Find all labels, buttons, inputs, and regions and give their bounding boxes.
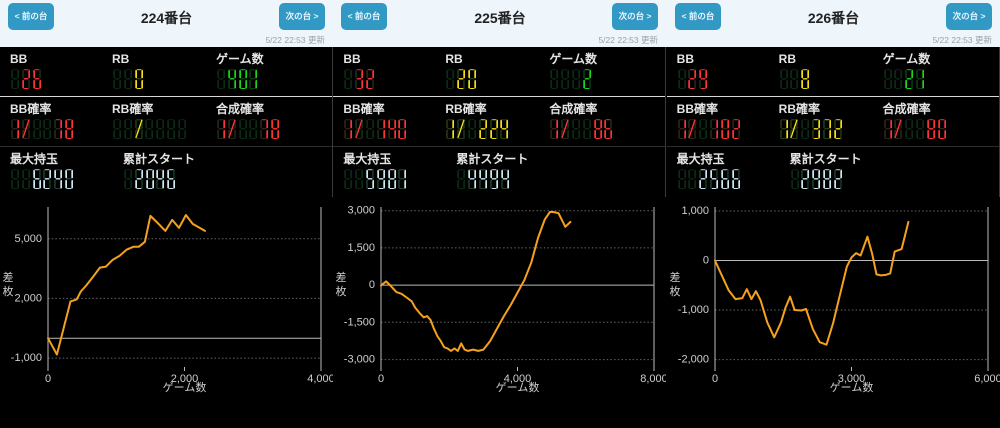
svg-text:-1,500: -1,500: [344, 316, 375, 328]
svg-text:枚: 枚: [3, 284, 14, 298]
svg-text:差: 差: [3, 270, 14, 284]
svg-text:0: 0: [703, 255, 709, 267]
svg-text:枚: 枚: [336, 284, 347, 298]
svg-text:0: 0: [378, 373, 384, 385]
svg-text:ゲーム数: ゲーム数: [829, 381, 873, 394]
svg-text:5,000: 5,000: [14, 233, 42, 245]
svg-text:ゲーム数: ゲーム数: [496, 381, 540, 394]
svg-text:-2,000: -2,000: [677, 354, 708, 366]
svg-text:0: 0: [712, 373, 718, 385]
svg-text:枚: 枚: [669, 284, 680, 298]
svg-text:ゲーム数: ゲーム数: [163, 381, 207, 394]
svg-text:1,000: 1,000: [681, 205, 709, 217]
svg-text:3,000: 3,000: [348, 205, 376, 217]
svg-text:-1,000: -1,000: [677, 304, 708, 316]
svg-text:-3,000: -3,000: [344, 354, 375, 366]
svg-text:1,500: 1,500: [348, 242, 376, 254]
svg-text:差: 差: [669, 270, 680, 284]
svg-text:-1,000: -1,000: [11, 352, 42, 364]
svg-text:差: 差: [336, 270, 347, 284]
svg-text:2,000: 2,000: [14, 292, 42, 304]
svg-text:4,000: 4,000: [307, 373, 333, 385]
svg-text:0: 0: [45, 373, 51, 385]
svg-text:6,000: 6,000: [974, 373, 1000, 385]
svg-text:8,000: 8,000: [641, 373, 667, 385]
svg-text:0: 0: [369, 279, 375, 291]
